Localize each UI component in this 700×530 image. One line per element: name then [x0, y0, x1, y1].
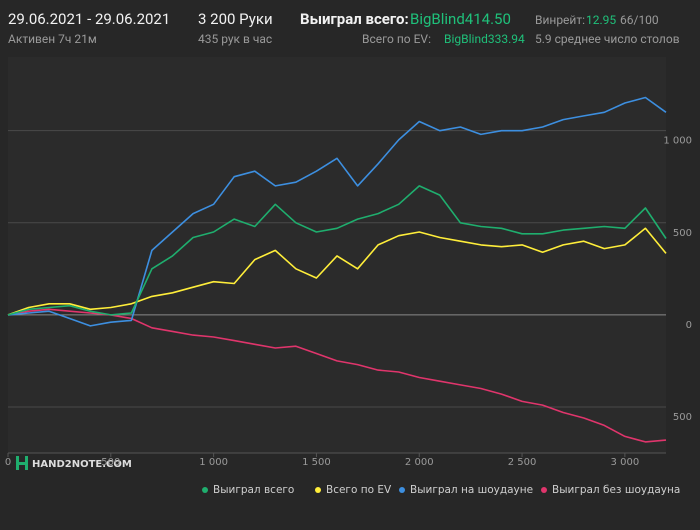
hands: 3 200 Руки	[198, 10, 273, 28]
winrate-extra: 66/100	[620, 13, 659, 27]
hand-rate: 435 рук в час	[198, 32, 273, 46]
series-line	[7, 308, 667, 443]
legend-label: Выиграл без шоудауна	[552, 484, 680, 496]
legend-label: Всего по EV	[326, 484, 392, 496]
x-tick-label: 2 000	[405, 457, 434, 468]
won-label: Выиграл всего:	[300, 10, 409, 28]
plot-area	[8, 57, 666, 453]
won-value: BigBlind414.50	[410, 10, 511, 28]
x-tick-label: 2 500	[508, 457, 537, 468]
logo-text: HAND2NOTE.COM	[32, 459, 132, 470]
chart: HAND2NOTE.COM 500 0 500 1 000 0 500 1 000 1 500…	[5, 57, 692, 496]
x-tick-label: 0	[5, 457, 11, 468]
x-tick-label: 1 500	[302, 457, 331, 468]
x-tick-label: 3 000	[611, 457, 640, 468]
x-tick-label: 500	[101, 457, 120, 468]
series-line	[7, 185, 667, 316]
legend-swatch	[399, 487, 405, 493]
y-tick-label: 1 000	[663, 136, 692, 147]
x-tick-label: 1 000	[199, 457, 228, 468]
y-tick-label: 500	[673, 228, 692, 239]
logo: HAND2NOTE.COM	[16, 456, 132, 470]
legend-swatch	[541, 487, 547, 493]
legend-swatch	[202, 487, 208, 493]
date-range: 29.06.2021 - 29.06.2021	[8, 10, 171, 28]
legend-swatch	[315, 487, 321, 493]
legend-label: Выиграл на шоудауне	[410, 484, 533, 496]
winrate-value: 12.95	[586, 13, 617, 27]
series-line	[7, 227, 667, 316]
tables: 5.9 среднее число столов	[535, 32, 680, 46]
active-time: Активен 7ч 21м	[8, 32, 97, 46]
legend-label: Выиграл всего	[213, 484, 294, 496]
ev-value: BigBlind333.94	[444, 32, 525, 46]
winrate-label: Винрейт:	[535, 13, 586, 27]
y-tick-label: 0	[686, 320, 692, 331]
ev-label: Всего по EV:	[362, 32, 431, 46]
series-line	[7, 96, 667, 327]
y-tick-label: 500	[673, 412, 692, 423]
